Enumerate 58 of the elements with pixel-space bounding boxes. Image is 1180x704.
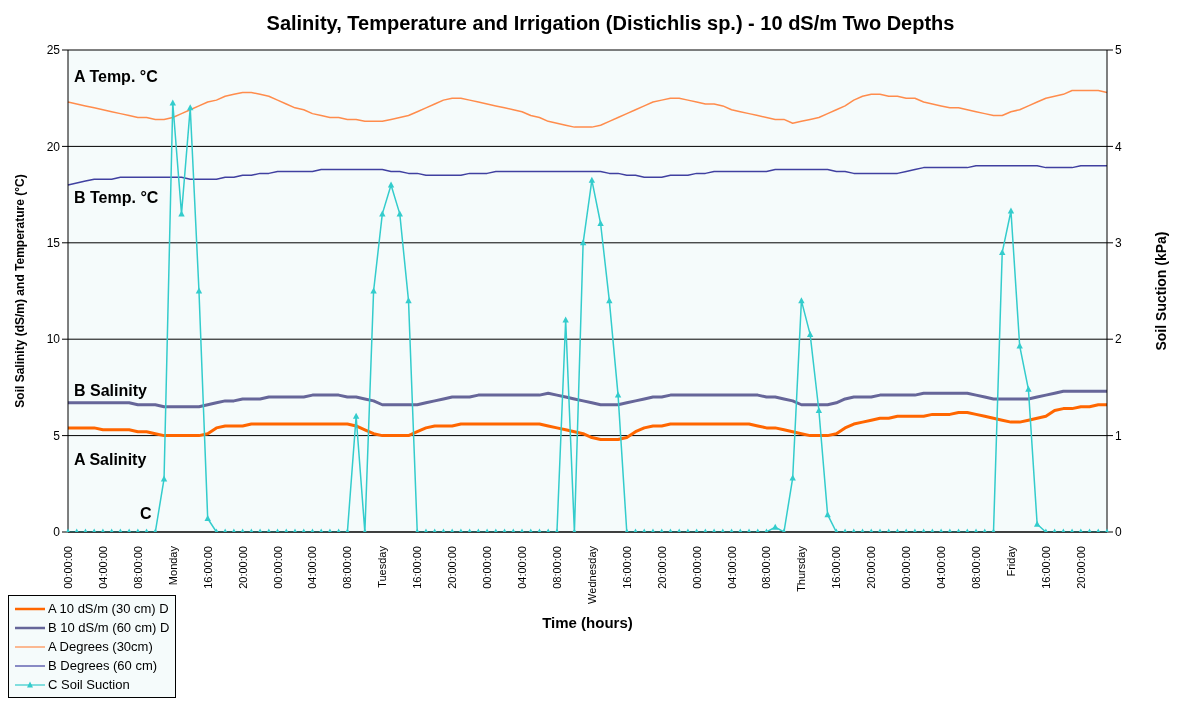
line-series — [67, 164, 1108, 186]
y-axis-title: Soil Salinity (dS/m) and Temperature (°C) — [13, 174, 28, 408]
x-tick-label: 08:00:00 — [131, 546, 144, 589]
x-tick-label: 08:00:00 — [760, 546, 773, 589]
x-tick-label: 04:00:00 — [516, 546, 529, 589]
y2-tick-label: 4 — [1115, 139, 1122, 154]
y2-tick-label: 2 — [1115, 332, 1122, 347]
chart-title: Salinity, Temperature and Irrigation (Distichlis sp.) - 10 dS/m Two Depths — [265, 11, 956, 36]
x-tick-label: 00:00:00 — [62, 546, 74, 589]
y2-axis-title: Soil Suction (kPa) — [1152, 231, 1169, 351]
x-tick-label: 00:00:00 — [481, 546, 494, 589]
x-tick-label: Wednesday — [585, 545, 598, 604]
x-axis-title: Time (hours) — [542, 614, 633, 631]
x-tick-label: 08:00:00 — [550, 546, 563, 589]
x-tick-label: 16:00:00 — [830, 546, 843, 589]
x-tick-label: 20:00:00 — [1074, 546, 1087, 589]
legend-label: B Degrees (60 cm) — [48, 658, 158, 673]
annotation: C — [140, 505, 152, 524]
x-tick-label: 20:00:00 — [655, 546, 668, 589]
annotation: A Salinity — [74, 451, 147, 470]
y2-tick-label: 0 — [1115, 525, 1122, 540]
x-tick-label: Tuesday — [376, 545, 389, 588]
y-tick-label: 15 — [46, 236, 61, 251]
annotation: B Salinity — [74, 382, 147, 401]
y-tick-label: 20 — [46, 139, 61, 154]
x-tick-label: 00:00:00 — [900, 546, 913, 589]
y2-tick-label: 1 — [1115, 428, 1122, 443]
x-tick-label: 20:00:00 — [865, 546, 878, 589]
legend-label: A 10 dS/m (30 cm) D — [48, 601, 169, 616]
x-tick-label: 16:00:00 — [1039, 546, 1052, 589]
y-tick-label: 25 — [46, 43, 61, 58]
legend-label: A Degrees (30cm) — [48, 639, 153, 654]
y-tick-label: 0 — [53, 525, 61, 540]
x-tick-label: 04:00:00 — [935, 546, 948, 589]
legend-label: B 10 dS/m (60 cm) D — [48, 620, 170, 635]
x-tick-label: 20:00:00 — [236, 546, 249, 589]
legend-label: C Soil Suction — [48, 677, 130, 692]
x-tick-label: 08:00:00 — [970, 546, 983, 589]
x-tick-label: Friday — [1004, 545, 1017, 577]
annotation: B Temp. °C — [74, 189, 159, 208]
x-tick-label: 04:00:00 — [725, 546, 738, 589]
y2-tick-label: 5 — [1115, 43, 1122, 58]
x-tick-label: 16:00:00 — [411, 546, 424, 589]
x-tick-label: 04:00:00 — [96, 546, 109, 589]
x-tick-label: 00:00:00 — [271, 546, 284, 589]
x-tick-label: Monday — [166, 545, 179, 586]
x-tick-label: 16:00:00 — [201, 546, 214, 589]
x-tick-label: 00:00:00 — [690, 546, 703, 589]
x-tick-label: Thursday — [795, 545, 808, 592]
x-tick-label: 04:00:00 — [306, 546, 319, 589]
annotation: A Temp. °C — [74, 67, 158, 86]
x-tick-label: 08:00:00 — [341, 546, 354, 589]
y-tick-label: 5 — [53, 428, 61, 443]
y2-tick-label: 3 — [1115, 236, 1122, 251]
x-tick-label: 20:00:00 — [446, 546, 459, 589]
line-series — [67, 89, 1108, 128]
x-tick-label: 16:00:00 — [620, 546, 633, 589]
y-tick-label: 10 — [46, 332, 61, 347]
